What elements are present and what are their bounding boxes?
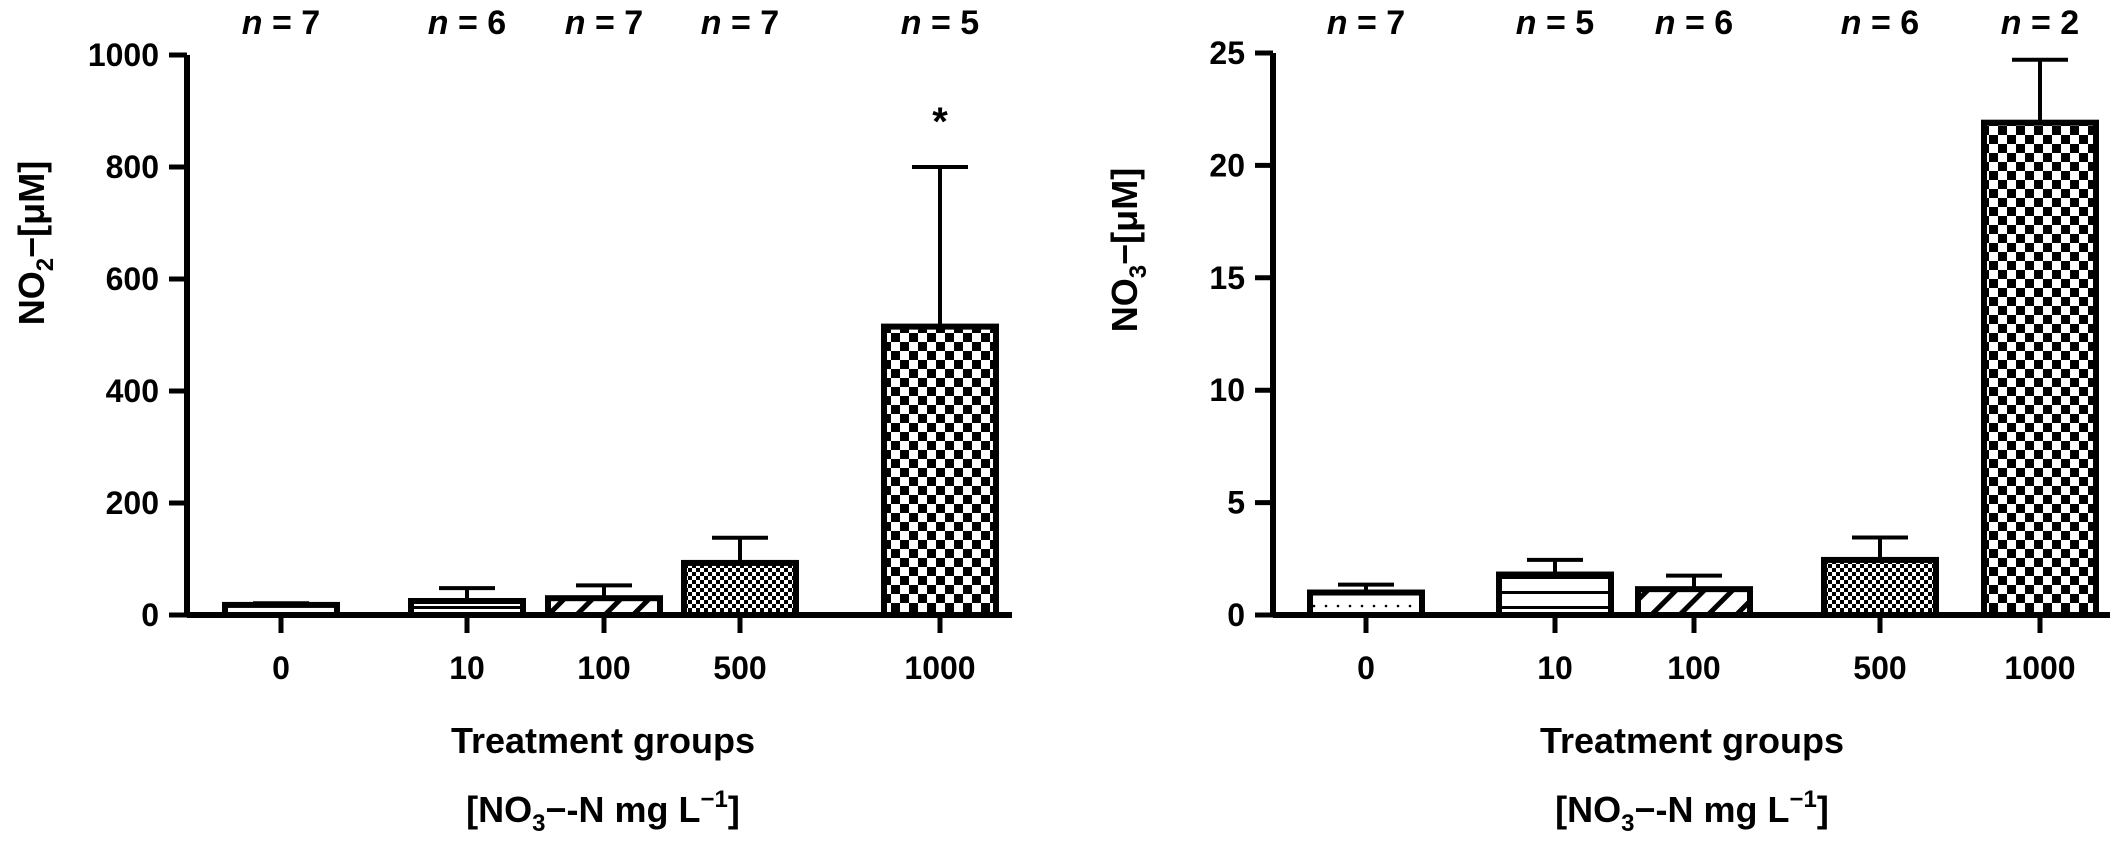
y-tick-label: 15 [1209, 260, 1245, 296]
sample-size-label: n = 6 [1655, 4, 1733, 42]
x-tick-label: 1000 [904, 650, 975, 686]
left-n-labels: n = 7 n = 6 n = 7 n = 7 n = 5 [242, 4, 979, 42]
x-tick-label: 10 [449, 650, 485, 686]
y-tick-label: 5 [1227, 485, 1245, 521]
y-tick-label: 400 [106, 373, 159, 409]
sample-size-label: n = 7 [242, 4, 320, 42]
sample-size-label: n = 7 [701, 4, 779, 42]
bar [1981, 119, 2099, 619]
x-tick-label: 500 [713, 650, 766, 686]
bar [1496, 571, 1614, 619]
left-error-bars [253, 165, 968, 606]
sample-size-label: n = 7 [565, 4, 643, 42]
x-tick-label: 10 [1537, 650, 1573, 686]
x-tick-label: 100 [577, 650, 630, 686]
right-x-axis-title: Treatment groups [1540, 720, 1844, 761]
sample-size-label: n = 7 [1327, 4, 1405, 42]
x-tick-label: 1000 [2004, 650, 2075, 686]
right-y-axis-title: NO3−[μM] [1104, 168, 1152, 332]
right-y-ticks: 0 5 10 15 20 25 [1209, 35, 1273, 633]
x-tick-label: 500 [1853, 650, 1906, 686]
left-y-axis-title: NO2−[μM] [11, 161, 59, 325]
bar [1635, 586, 1753, 619]
right-bars [1307, 119, 2099, 619]
y-tick-label: 200 [106, 485, 159, 521]
bar [681, 559, 799, 618]
x-tick-label: 0 [272, 650, 290, 686]
left-x-axis-subtitle: [NO3−-N mg L−1] [466, 786, 740, 837]
bar [1307, 589, 1425, 619]
right-panel: 0 5 10 15 20 25 0 10 100 500 1000 n = 7 n = 5 n = 6… [1104, 4, 2110, 837]
y-tick-label: 600 [106, 261, 159, 297]
bar [1821, 556, 1939, 619]
sample-size-label: n = 6 [1841, 4, 1919, 42]
significance-marker: * [932, 100, 948, 144]
left-y-ticks: 0 200 400 600 800 1000 [88, 37, 187, 633]
y-tick-label: 0 [1227, 597, 1245, 633]
sample-size-label: n = 5 [901, 4, 979, 42]
right-x-axis-subtitle: [NO3−-N mg L−1] [1555, 786, 1829, 837]
y-tick-label: 10 [1209, 372, 1245, 408]
y-tick-label: 800 [106, 149, 159, 185]
right-error-bars [1338, 57, 2068, 593]
left-annotations: * [932, 100, 948, 144]
bar [881, 323, 999, 618]
sample-size-label: n = 2 [2001, 4, 2079, 42]
y-tick-label: 20 [1209, 147, 1245, 183]
sample-size-label: n = 5 [1516, 4, 1594, 42]
right-n-labels: n = 7 n = 5 n = 6 n = 6 n = 2 [1327, 4, 2079, 42]
left-bars [222, 323, 999, 619]
left-x-ticks: 0 10 100 500 1000 [272, 615, 976, 686]
y-tick-label: 25 [1209, 35, 1245, 71]
left-x-axis-title: Treatment groups [451, 720, 755, 761]
right-x-ticks: 0 10 100 500 1000 [1357, 615, 2076, 686]
x-tick-label: 100 [1667, 650, 1720, 686]
y-tick-label: 0 [141, 597, 159, 633]
x-tick-label: 0 [1357, 650, 1375, 686]
sample-size-label: n = 6 [428, 4, 506, 42]
y-tick-label: 1000 [88, 37, 159, 73]
